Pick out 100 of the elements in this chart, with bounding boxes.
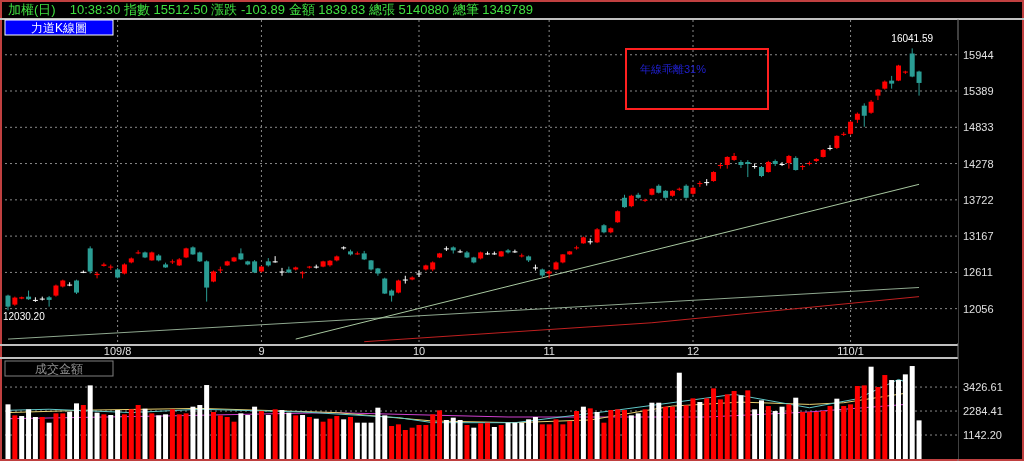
bar bbox=[478, 423, 484, 459]
candlestick bbox=[101, 262, 107, 268]
bar bbox=[252, 406, 258, 459]
x-tick-label: 109/8 bbox=[103, 345, 132, 357]
bar bbox=[491, 427, 497, 459]
bar bbox=[464, 425, 470, 459]
bar bbox=[759, 400, 764, 459]
bar bbox=[217, 415, 223, 459]
bar bbox=[697, 402, 703, 459]
y-tick-label: 14278 bbox=[963, 157, 994, 170]
bar bbox=[121, 414, 127, 459]
bar bbox=[663, 406, 669, 459]
bar bbox=[800, 412, 806, 459]
bar bbox=[896, 380, 901, 459]
candlestick bbox=[416, 270, 422, 278]
bar bbox=[341, 419, 347, 459]
bar bbox=[820, 411, 826, 459]
bar bbox=[669, 406, 675, 459]
bar bbox=[101, 414, 107, 459]
bar bbox=[724, 394, 730, 459]
bar bbox=[642, 409, 648, 459]
bar bbox=[471, 427, 477, 459]
bar bbox=[211, 412, 216, 459]
bar bbox=[156, 415, 162, 459]
bar bbox=[224, 417, 230, 459]
bar bbox=[567, 421, 573, 459]
bar bbox=[676, 372, 682, 459]
x-tick-label: 110/1 bbox=[837, 345, 864, 357]
bar bbox=[53, 413, 59, 459]
bar bbox=[587, 408, 593, 459]
bar bbox=[19, 416, 25, 459]
bar bbox=[841, 406, 847, 459]
bar bbox=[882, 375, 888, 459]
bar bbox=[190, 406, 196, 459]
bar bbox=[916, 420, 922, 459]
bar bbox=[793, 397, 799, 459]
y-tick-label: 3426.61 bbox=[963, 381, 1003, 394]
bar bbox=[163, 414, 169, 459]
bar bbox=[443, 420, 449, 459]
y-tick-label: 15389 bbox=[963, 85, 994, 97]
candlestick bbox=[46, 295, 52, 308]
x-tick-label: 9 bbox=[258, 345, 265, 357]
candlestick bbox=[827, 144, 833, 151]
bar bbox=[348, 417, 353, 459]
bar bbox=[12, 415, 18, 459]
bar bbox=[46, 422, 52, 459]
y-tick-label: 13722 bbox=[963, 193, 994, 206]
bar bbox=[293, 415, 299, 459]
candlestick bbox=[779, 161, 785, 167]
bar bbox=[238, 413, 244, 459]
bar bbox=[272, 409, 278, 459]
bar bbox=[628, 415, 634, 459]
candlestick bbox=[279, 267, 285, 277]
candlestick bbox=[752, 162, 758, 170]
bar bbox=[313, 418, 319, 459]
bar bbox=[656, 402, 662, 459]
bar bbox=[779, 406, 785, 459]
bar bbox=[622, 410, 627, 459]
bar bbox=[745, 390, 751, 459]
bar bbox=[204, 385, 210, 459]
bar bbox=[115, 410, 121, 459]
bar bbox=[711, 388, 717, 459]
bar bbox=[827, 406, 833, 459]
bar bbox=[909, 366, 915, 459]
bar bbox=[834, 398, 840, 459]
bar bbox=[889, 380, 895, 459]
bar bbox=[806, 412, 812, 459]
bar bbox=[861, 385, 867, 459]
annotation: 16041.59 bbox=[891, 33, 934, 45]
candlestick bbox=[505, 248, 511, 255]
bar bbox=[354, 422, 360, 459]
bar bbox=[532, 417, 538, 459]
bar bbox=[786, 404, 792, 459]
candlestick bbox=[697, 180, 703, 188]
bar bbox=[437, 410, 443, 459]
bar bbox=[450, 417, 456, 459]
candlestick bbox=[738, 159, 744, 169]
bar bbox=[108, 415, 114, 459]
y-tick-label: 15944 bbox=[963, 48, 994, 61]
candlestick bbox=[341, 245, 347, 251]
x-tick-label: 12 bbox=[686, 345, 700, 357]
bar bbox=[875, 387, 881, 459]
y-tick-label: 12056 bbox=[963, 302, 994, 315]
candlestick bbox=[512, 249, 518, 254]
bar bbox=[334, 416, 340, 459]
candlestick bbox=[875, 88, 881, 101]
bar bbox=[74, 403, 79, 459]
candlestick bbox=[642, 198, 648, 203]
bar bbox=[32, 417, 38, 459]
bar bbox=[245, 415, 251, 459]
bar bbox=[704, 398, 710, 459]
bar bbox=[135, 405, 141, 459]
bar bbox=[39, 417, 45, 459]
bar bbox=[169, 409, 175, 459]
bar bbox=[868, 366, 874, 459]
bar bbox=[300, 415, 306, 459]
bar bbox=[361, 422, 367, 459]
candlestick bbox=[916, 70, 922, 97]
bar bbox=[738, 395, 744, 459]
bar bbox=[258, 411, 264, 459]
